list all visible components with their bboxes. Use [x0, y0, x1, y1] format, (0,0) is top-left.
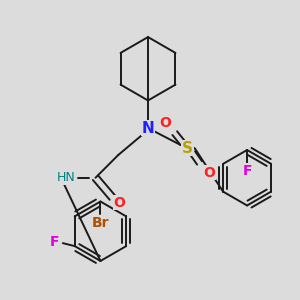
Text: N: N	[142, 121, 154, 136]
Text: S: S	[182, 140, 193, 155]
Text: O: O	[203, 166, 215, 180]
Text: F: F	[242, 164, 252, 178]
Text: F: F	[50, 235, 60, 249]
Text: HN: HN	[56, 171, 75, 184]
Text: O: O	[113, 196, 125, 209]
Text: Br: Br	[92, 216, 109, 230]
Text: O: O	[159, 116, 171, 130]
